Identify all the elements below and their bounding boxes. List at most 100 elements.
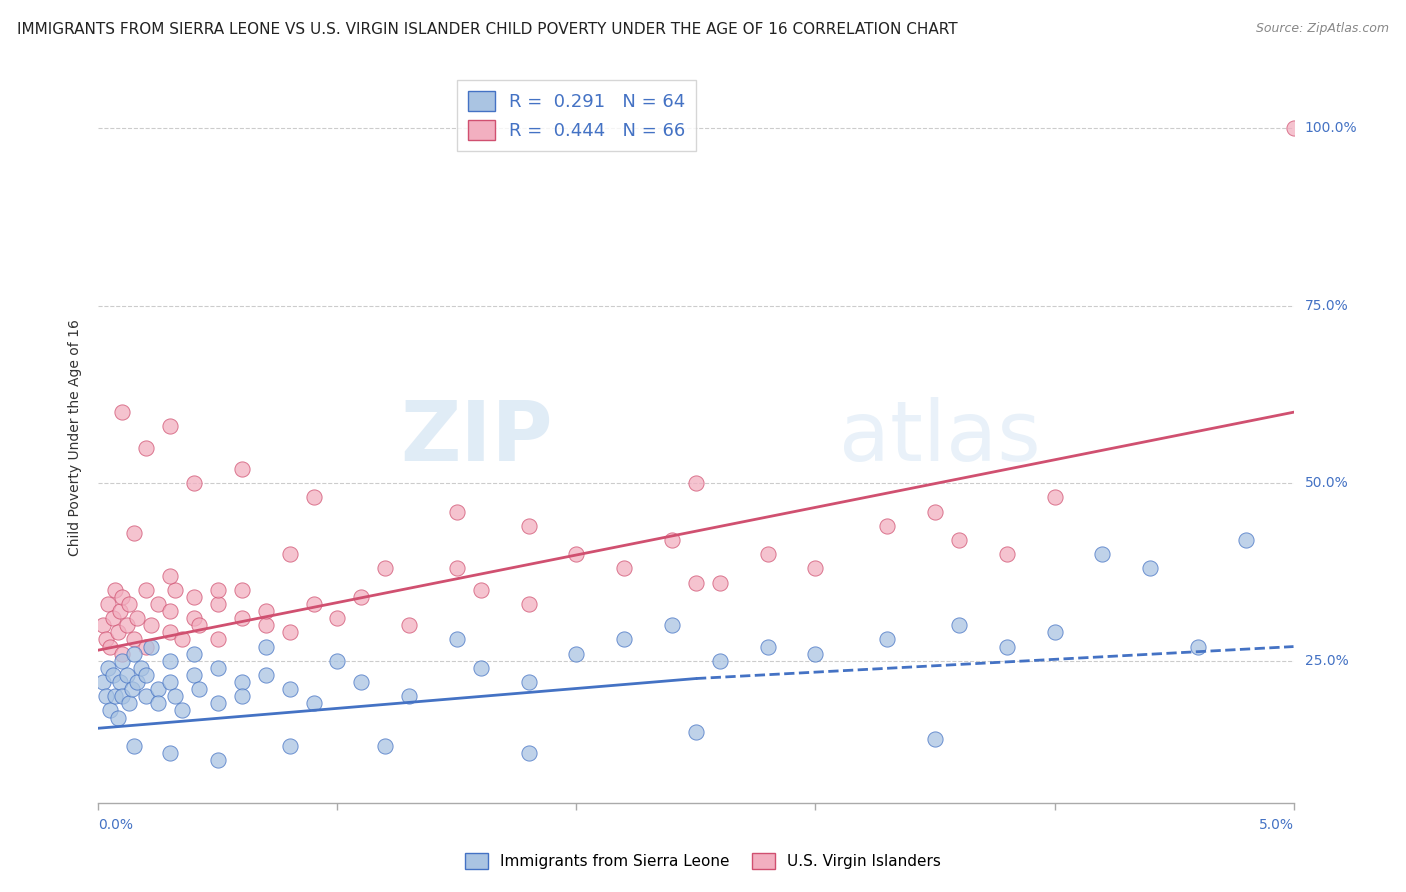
Point: [159, 604, 181, 618]
Point: [107, 710, 129, 724]
Point: [446, 505, 468, 519]
Point: [159, 675, 181, 690]
Legend: R =  0.291   N = 64, R =  0.444   N = 66: R = 0.291 N = 64, R = 0.444 N = 66: [457, 80, 696, 151]
Point: [398, 690, 420, 704]
Point: [111, 590, 134, 604]
Point: [115, 668, 138, 682]
Point: [131, 661, 153, 675]
Point: [254, 618, 277, 632]
Text: 25.0%: 25.0%: [1305, 654, 1348, 668]
Point: [139, 618, 162, 632]
Point: [876, 632, 898, 647]
Point: [350, 675, 373, 690]
Point: [470, 661, 492, 675]
Point: [1043, 491, 1066, 505]
Text: 50.0%: 50.0%: [1305, 476, 1348, 491]
Text: Source: ZipAtlas.com: Source: ZipAtlas.com: [1256, 22, 1389, 36]
Point: [1139, 561, 1161, 575]
Point: [374, 561, 396, 575]
Point: [1043, 625, 1066, 640]
Point: [135, 690, 157, 704]
Point: [231, 582, 253, 597]
Point: [91, 675, 114, 690]
Point: [278, 547, 301, 561]
Point: [159, 419, 181, 434]
Point: [159, 654, 181, 668]
Point: [446, 561, 468, 575]
Point: [948, 533, 970, 547]
Point: [254, 640, 277, 654]
Point: [207, 661, 229, 675]
Point: [302, 697, 325, 711]
Point: [125, 611, 148, 625]
Point: [163, 690, 186, 704]
Point: [108, 604, 131, 618]
Point: [135, 668, 157, 682]
Point: [115, 618, 138, 632]
Point: [97, 597, 120, 611]
Point: [104, 582, 127, 597]
Point: [107, 625, 129, 640]
Point: [254, 668, 277, 682]
Point: [685, 476, 707, 491]
Text: 100.0%: 100.0%: [1305, 121, 1357, 136]
Point: [118, 597, 141, 611]
Legend: Immigrants from Sierra Leone, U.S. Virgin Islanders: Immigrants from Sierra Leone, U.S. Virgi…: [458, 847, 948, 875]
Point: [470, 582, 492, 597]
Point: [685, 724, 707, 739]
Point: [159, 746, 181, 760]
Point: [995, 547, 1018, 561]
Point: [121, 682, 143, 697]
Point: [207, 697, 229, 711]
Point: [517, 675, 540, 690]
Point: [148, 597, 170, 611]
Point: [517, 746, 540, 760]
Point: [135, 582, 157, 597]
Point: [125, 675, 148, 690]
Point: [183, 476, 205, 491]
Point: [159, 568, 181, 582]
Point: [124, 525, 146, 540]
Point: [709, 654, 731, 668]
Point: [1091, 547, 1114, 561]
Point: [159, 625, 181, 640]
Point: [1234, 533, 1257, 547]
Point: [924, 731, 946, 746]
Point: [326, 654, 349, 668]
Point: [94, 632, 117, 647]
Point: [756, 640, 779, 654]
Point: [924, 505, 946, 519]
Point: [517, 597, 540, 611]
Point: [97, 661, 120, 675]
Point: [374, 739, 396, 753]
Point: [207, 597, 229, 611]
Point: [98, 704, 122, 718]
Text: 0.0%: 0.0%: [98, 819, 134, 832]
Point: [995, 640, 1018, 654]
Point: [111, 405, 134, 419]
Point: [118, 697, 141, 711]
Point: [91, 618, 114, 632]
Point: [804, 647, 827, 661]
Point: [278, 682, 301, 697]
Point: [172, 632, 194, 647]
Point: [565, 647, 588, 661]
Point: [101, 611, 124, 625]
Point: [135, 441, 157, 455]
Point: [207, 753, 229, 767]
Point: [187, 618, 209, 632]
Point: [148, 697, 170, 711]
Point: [278, 739, 301, 753]
Y-axis label: Child Poverty Under the Age of 16: Child Poverty Under the Age of 16: [69, 318, 83, 556]
Point: [613, 561, 636, 575]
Point: [124, 647, 146, 661]
Point: [231, 675, 253, 690]
Text: ZIP: ZIP: [401, 397, 553, 477]
Point: [756, 547, 779, 561]
Point: [302, 597, 325, 611]
Text: IMMIGRANTS FROM SIERRA LEONE VS U.S. VIRGIN ISLANDER CHILD POVERTY UNDER THE AGE: IMMIGRANTS FROM SIERRA LEONE VS U.S. VIR…: [17, 22, 957, 37]
Point: [111, 690, 134, 704]
Text: 75.0%: 75.0%: [1305, 299, 1348, 313]
Point: [98, 640, 122, 654]
Point: [948, 618, 970, 632]
